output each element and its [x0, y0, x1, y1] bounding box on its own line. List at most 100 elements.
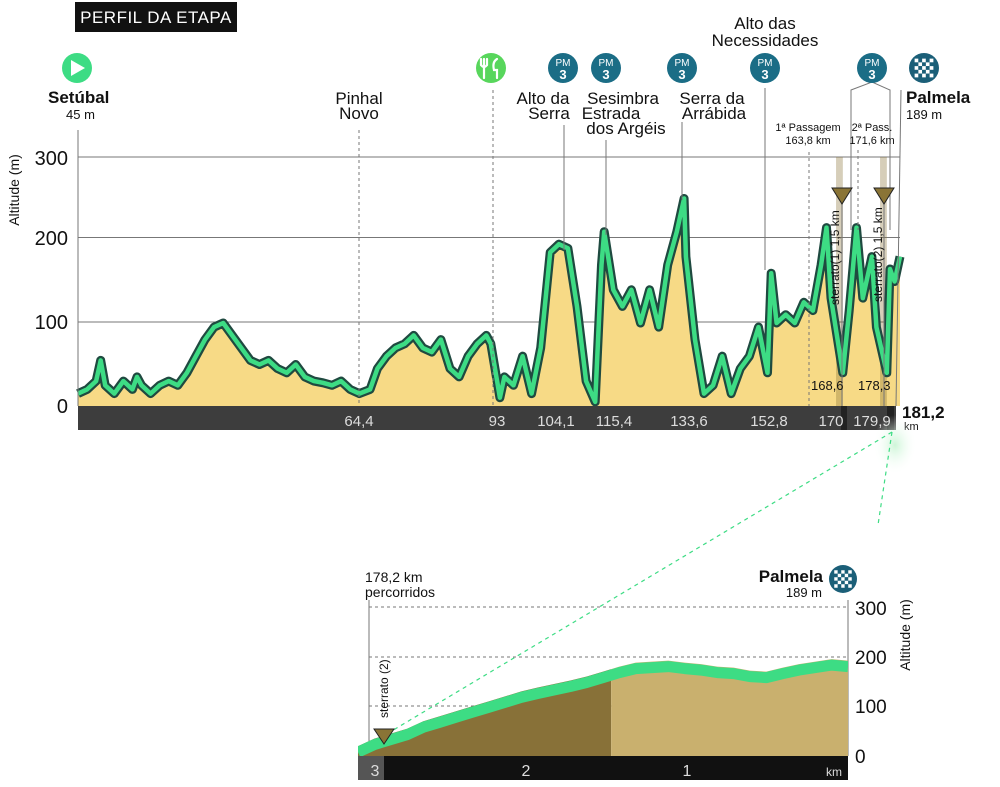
checker-cell [837, 577, 842, 581]
checker-cell [922, 69, 926, 74]
location-line-finish [895, 89, 902, 407]
checker-cell [841, 584, 845, 588]
fork-knife-icon [479, 57, 499, 80]
km-marker: 133,6 [670, 413, 708, 430]
zoom-km-strip [358, 756, 848, 780]
checker-cell [841, 577, 845, 581]
checker-cell [837, 580, 842, 585]
zoom-sterrato: sterrato (2) [373, 659, 395, 745]
checker-cell [844, 570, 849, 574]
checker-cell [929, 58, 934, 63]
y-tick-label: 0 [57, 396, 68, 418]
sterrato-2-km: 178,3 [858, 378, 891, 393]
sterrato-band [880, 157, 887, 406]
passage-labels: 1ª Passagem 163,8 km 2ª Pass. 171,6 km [775, 122, 894, 147]
y-tick-label: 200 [35, 228, 68, 250]
zoom-connector-line [379, 431, 893, 739]
second-passage-km: 171,6 km [849, 135, 894, 147]
checker-cell [834, 584, 838, 588]
start-altitude: 45 m [66, 107, 95, 122]
checker-cell [841, 580, 845, 585]
checkered-flag-icon [834, 570, 852, 588]
first-passage-km: 163,8 km [785, 135, 830, 147]
finish-altitude: 189 m [906, 107, 942, 122]
km-marker: 115,4 [596, 413, 632, 430]
zoom-y-tick-label: 0 [855, 747, 866, 768]
checker-cell [929, 73, 934, 78]
place-sesimbra: dos Argéis [586, 119, 665, 138]
checker-cell [841, 573, 845, 578]
kom-badge-category: 3 [678, 67, 685, 82]
zoom-note: 178,2 km percorridos [365, 569, 435, 600]
checker-cell [837, 584, 842, 588]
kom-badge-serra-da-arrabida: PM 3 [667, 53, 697, 83]
checker-cell [929, 62, 934, 67]
checker-cell [844, 584, 849, 588]
profile-line [77, 196, 903, 405]
zoom-y-axis-label: Altitude (m) [897, 599, 913, 671]
place-alto-das-necessidades: Necessidades [712, 31, 819, 50]
sterrato-2-marker-icon [873, 187, 895, 205]
km-marker: 170 [818, 413, 843, 430]
kom-badge-category: 3 [761, 67, 768, 82]
sterrato-1-marker-icon [831, 187, 853, 205]
sterrato-2: sterrato(2) 1,5 km 178,3 [858, 187, 895, 406]
sterrato-1-km: 168,6 [811, 378, 844, 393]
sterrato-1: sterrato(1) 1,5 km 168,6 [811, 187, 853, 406]
checker-cell [914, 73, 919, 78]
zoom-note-line: percorridos [365, 584, 435, 600]
location-lines [77, 81, 902, 407]
zoom-x-tick-label: 2 [522, 763, 531, 780]
checker-cell [848, 580, 852, 585]
zoom-sterrato-strip [358, 756, 384, 780]
zoom-y-tick-label: 300 [855, 599, 887, 620]
kom-badge-category: 3 [868, 67, 875, 82]
checker-cell [929, 66, 934, 70]
y-tick-label: 300 [35, 148, 68, 170]
zoom-y-ticks: 300 200 100 0 [855, 599, 887, 768]
km-strip [78, 406, 896, 430]
finish-km: 181,2 [902, 403, 945, 422]
checker-cell [925, 58, 930, 63]
checker-cell [848, 570, 852, 574]
km-marker: 93 [489, 413, 506, 430]
checker-cell [918, 66, 923, 70]
checker-cell [844, 580, 849, 585]
start-name: Setúbal [48, 88, 109, 107]
kom-badge-category: 3 [602, 67, 609, 82]
zoom-glow [873, 415, 917, 475]
kom-badge-label: PM [556, 58, 571, 69]
km-marker: 104,1 [537, 413, 575, 430]
zoom-x-tick-label: 3 [371, 763, 380, 780]
finish-marker: Palmela 189 m [906, 53, 971, 122]
km-marker: 64,4 [344, 413, 373, 430]
checker-cell [922, 58, 926, 63]
sterrato-1-strip [841, 406, 847, 430]
zoom-y-tick-label: 200 [855, 648, 887, 669]
kom-badge-icon [548, 53, 578, 83]
checker-cell [834, 570, 838, 574]
zoom-x-ticks: 3 2 1 km [371, 763, 842, 780]
zoom-x-tick-label: 1 [683, 763, 692, 780]
kom-badge-alto-da-serra: PM 3 [548, 53, 578, 83]
checker-cell [918, 73, 923, 78]
kom-badges: PM 3 PM 3 PM 3 PM 3 PM 3 [548, 53, 887, 83]
start-marker: Setúbal 45 m [48, 53, 109, 122]
zoom-y-tick-label: 100 [855, 697, 887, 718]
first-passage-label: 1ª Passagem [775, 122, 840, 134]
zoom-sterrato-label: sterrato (2) [377, 659, 391, 718]
main-y-ticks: 300 200 100 0 [35, 148, 68, 418]
finish-name: Palmela [906, 88, 971, 107]
place-alto-da-serra: Alto da [517, 89, 570, 108]
sterrato-band [836, 157, 843, 406]
kom-badge-icon [591, 53, 621, 83]
checker-cell [922, 62, 926, 67]
place-labels: Pinhal Novo Alto da Serra Sesimbra Estra… [335, 14, 818, 138]
checker-cell [914, 58, 919, 63]
place-pinhal-novo: Novo [339, 104, 379, 123]
checker-cell [844, 573, 849, 578]
checker-cell [834, 580, 838, 585]
header-box [75, 2, 237, 32]
km-marker: 152,8 [750, 413, 788, 430]
